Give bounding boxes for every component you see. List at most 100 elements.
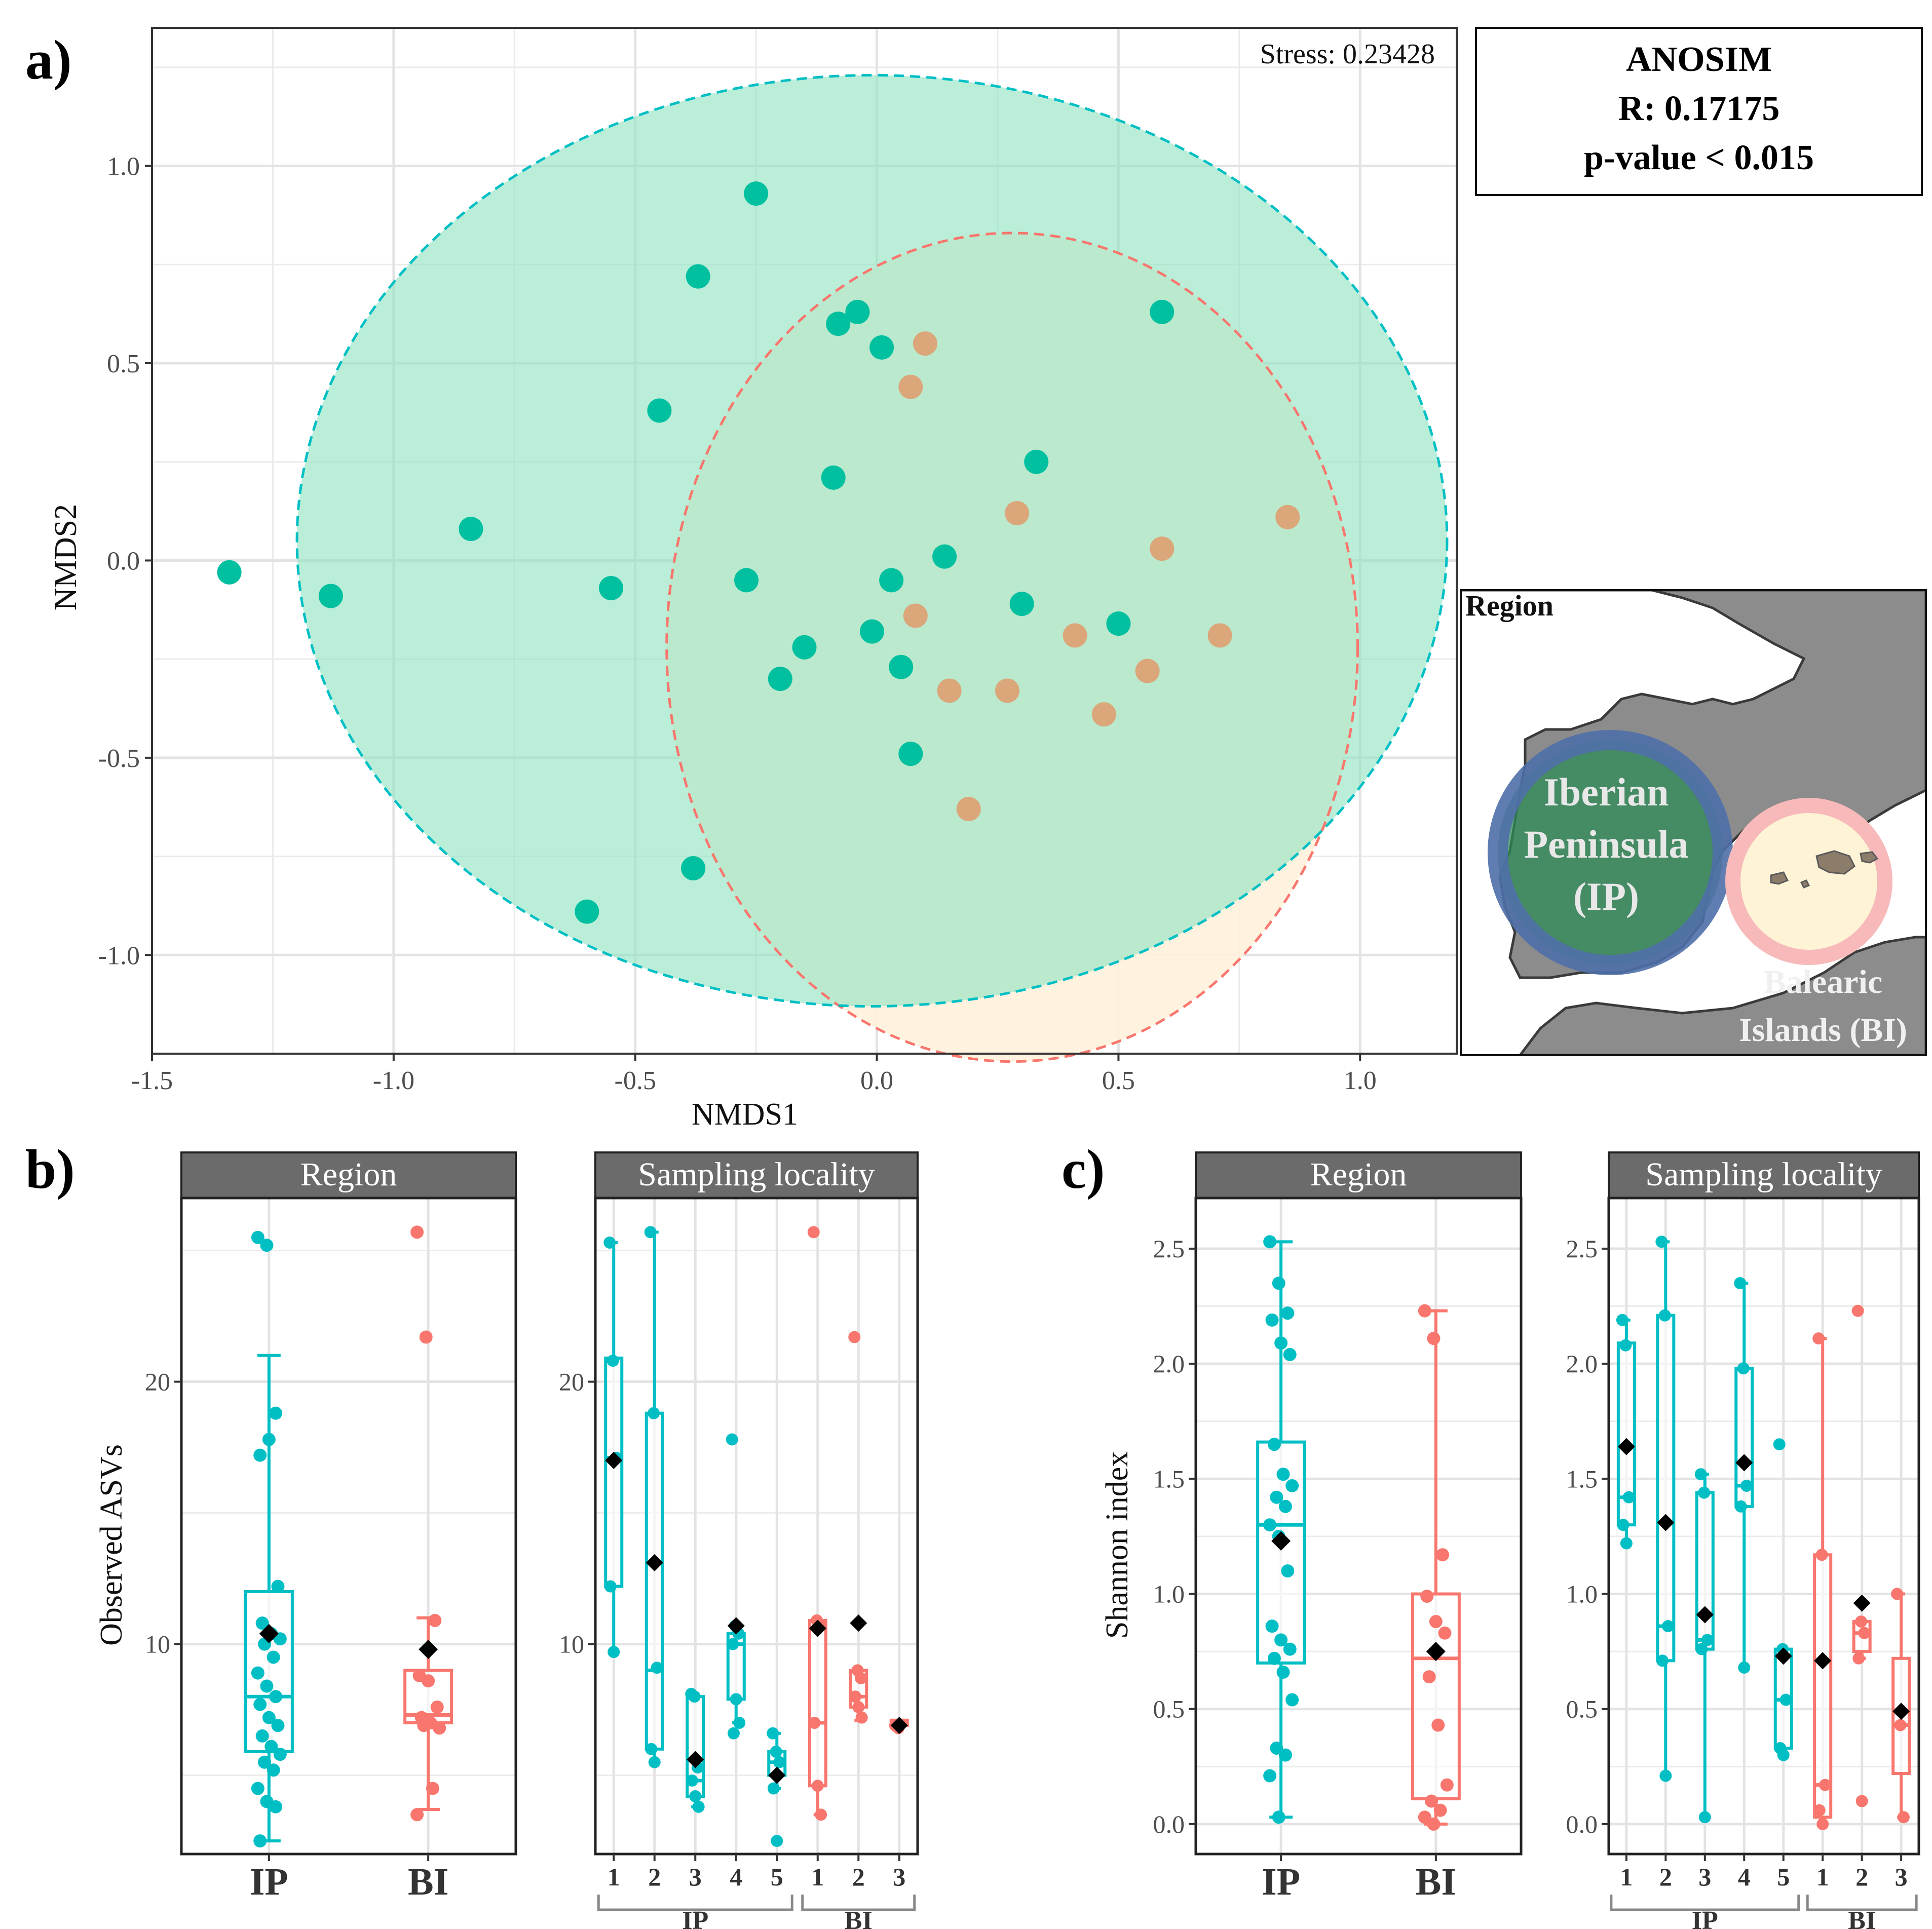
x-tick-label: IP [1262, 1861, 1300, 1903]
data-point [848, 1331, 861, 1343]
bi-point [956, 797, 981, 822]
data-point [1779, 1693, 1792, 1706]
data-point [269, 1406, 283, 1420]
box-ip-2 [645, 1411, 664, 1751]
nmds-x-tick-label: 0.0 [860, 1066, 893, 1095]
ip-point [879, 568, 904, 593]
ip-point [575, 899, 599, 924]
data-point [430, 1700, 444, 1714]
box-bi-3 [1891, 1656, 1911, 1775]
strip-label: Region [1310, 1156, 1407, 1193]
y-tick-label: 2.0 [1566, 1349, 1598, 1378]
ip-point [681, 856, 706, 880]
data-point [1620, 1537, 1633, 1550]
map-of-spain-icon [1461, 590, 1926, 1055]
data-point [1659, 1769, 1672, 1782]
ip-point [845, 299, 870, 324]
plot-background [595, 1198, 918, 1854]
data-point [433, 1721, 446, 1735]
data-point [1433, 1803, 1447, 1817]
data-point [651, 1662, 663, 1674]
group-bracket [597, 1895, 793, 1911]
plot-background [1609, 1198, 1919, 1854]
data-point [730, 1693, 742, 1706]
data-point [1777, 1749, 1790, 1761]
data-point [608, 1646, 620, 1658]
data-point [1285, 1479, 1299, 1492]
nmds-y-tick-label: 0.5 [107, 350, 140, 378]
data-point [644, 1226, 657, 1239]
group-bracket [1806, 1895, 1918, 1911]
data-point [1278, 1748, 1292, 1762]
data-point [1740, 1479, 1753, 1492]
data-point [1622, 1491, 1635, 1503]
y-tick-label: 0.0 [1566, 1810, 1598, 1838]
bi-point [995, 678, 1020, 703]
data-point [269, 1690, 283, 1704]
plot-border [180, 1197, 517, 1856]
ip-point [686, 264, 710, 289]
nmds-x-tick-label: 0.5 [1102, 1066, 1135, 1095]
data-point [428, 1613, 442, 1627]
data-point [422, 1674, 435, 1688]
data-point [253, 1834, 267, 1848]
data-point [1267, 1651, 1281, 1665]
x-tick-label: 5 [1777, 1863, 1790, 1891]
ip-point [647, 398, 672, 423]
data-point [251, 1782, 264, 1795]
data-point [1440, 1778, 1454, 1792]
nmds-x-tick-label: -1.0 [373, 1066, 414, 1095]
ip-point [869, 335, 894, 360]
x-tick-label: 3 [893, 1863, 905, 1891]
data-point [1425, 1794, 1438, 1808]
x-tick-label: 3 [689, 1863, 702, 1891]
bi-point [903, 603, 928, 628]
data-point [1270, 1741, 1283, 1755]
data-point [1263, 1518, 1277, 1532]
data-point [1274, 1336, 1288, 1350]
data-point [807, 1226, 820, 1239]
data-point [1656, 1654, 1669, 1667]
bi-point [1150, 536, 1175, 561]
mean-marker [1814, 1652, 1832, 1670]
data-point [271, 1719, 285, 1732]
y-tick-label: 1.5 [1566, 1464, 1598, 1493]
data-point [1852, 1652, 1865, 1665]
data-point [770, 1745, 782, 1758]
data-point [255, 1729, 269, 1743]
boxplot-b-region: Region 10 20 IP BI [145, 1151, 517, 1903]
data-point [1263, 1235, 1277, 1249]
data-point [808, 1717, 821, 1729]
mean-marker [259, 1624, 279, 1643]
data-point [1819, 1779, 1832, 1791]
data-point [1265, 1313, 1279, 1327]
data-point [1270, 1490, 1283, 1504]
y-tick-label: 2.0 [1153, 1349, 1185, 1378]
group-bracket-label: BI [845, 1906, 873, 1929]
data-point [1431, 1718, 1445, 1732]
bi-point [898, 374, 923, 399]
x-tick-label: 1 [608, 1863, 620, 1891]
data-point [1429, 1615, 1443, 1629]
nmds-points [217, 181, 1300, 924]
plot-border [594, 1197, 919, 1856]
data-point [1658, 1309, 1671, 1322]
mean-marker [890, 1717, 908, 1734]
y-tick-label: 20 [145, 1368, 170, 1396]
x-tick-label: 1 [811, 1863, 824, 1891]
x-tick-label: 2 [1659, 1863, 1672, 1891]
data-point [1815, 1549, 1828, 1561]
map-ip-line1: Iberian [1543, 770, 1669, 814]
mean-marker [727, 1617, 745, 1635]
data-point [1427, 1332, 1441, 1345]
nmds-plot-border [151, 27, 1458, 1055]
data-point [811, 1780, 824, 1792]
data-point [251, 1666, 264, 1680]
bi-point [1275, 505, 1300, 529]
data-point [1436, 1548, 1450, 1562]
mean-marker [809, 1619, 826, 1637]
data-point [1617, 1519, 1630, 1531]
ellipse-bi-outline [665, 232, 1359, 1063]
